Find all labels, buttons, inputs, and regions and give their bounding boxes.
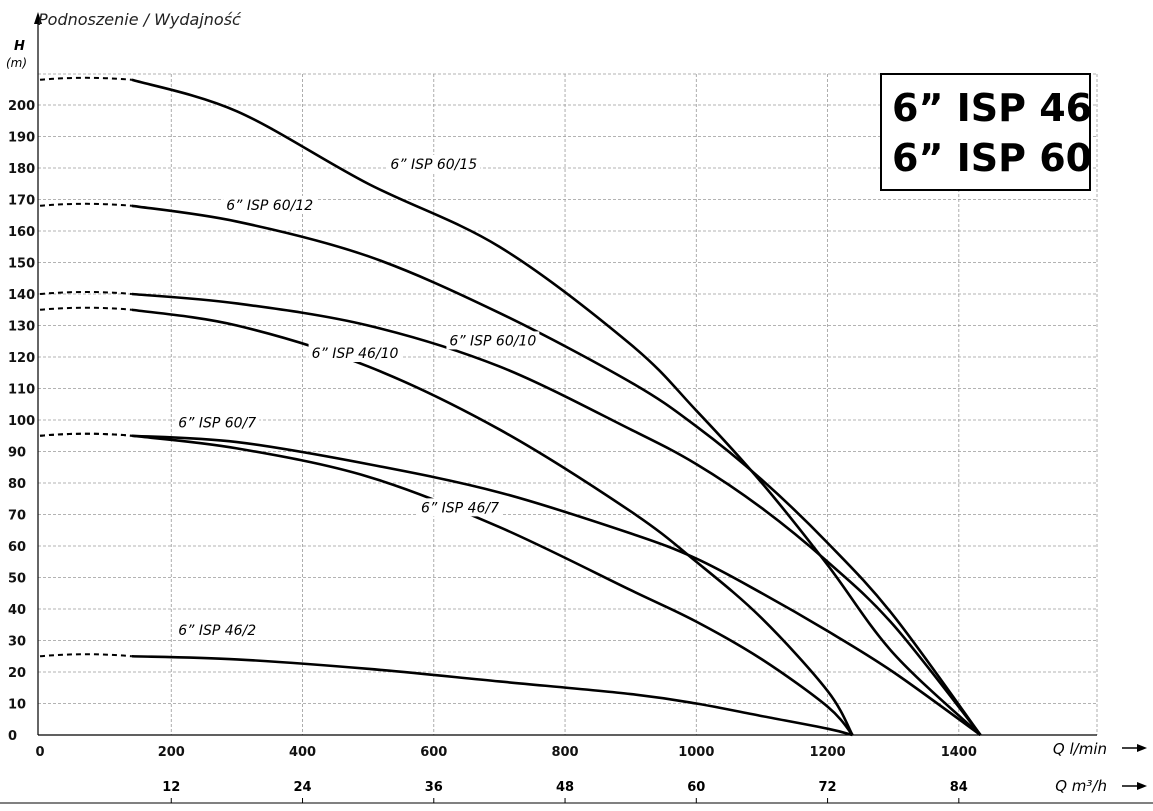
curve-dashed-segment	[39, 202, 132, 207]
curve-dashed-segment	[39, 306, 132, 311]
axes: 0102030405060708090100110120130140150160…	[0, 12, 1153, 804]
y-tick-label: 60	[8, 540, 26, 555]
y-axis-unit: (m)	[6, 56, 27, 70]
secondary-tick-label: 84	[950, 780, 968, 795]
chart-title: Podnoszenie / Wydajność	[38, 10, 241, 29]
y-tick-label: 170	[8, 194, 35, 209]
curve-line	[131, 434, 982, 737]
x-axis-label: Q l/min	[1053, 740, 1107, 758]
curve-label: 6” ISP 46/7	[421, 500, 499, 516]
curve-dashed-segment	[39, 291, 132, 295]
curve-dashed-segment	[39, 76, 132, 81]
curve-label: 6” ISP 46/10	[312, 346, 399, 362]
y-tick-label: 150	[8, 257, 35, 272]
secondary-tick-label: 36	[425, 780, 443, 795]
secondary-tick-label: 48	[556, 780, 574, 795]
y-tick-label: 100	[8, 414, 35, 429]
secondary-arrow-icon	[1137, 782, 1147, 790]
curve-label-bg	[446, 331, 540, 350]
y-tick-label: 110	[8, 383, 35, 398]
y-tick-label: 30	[8, 635, 26, 650]
secondary-tick-label: 24	[293, 780, 311, 795]
x-axis-arrow-icon	[1137, 744, 1147, 752]
y-tick-label: 40	[8, 603, 26, 618]
y-tick-label: 0	[8, 729, 17, 744]
y-axis-symbol: H	[14, 39, 25, 54]
model-badge-line-2: 6” ISP 60	[892, 136, 1093, 180]
y-tick-label: 50	[8, 572, 26, 587]
y-tick-label: 10	[8, 698, 26, 713]
y-axis-arrow-icon	[34, 12, 42, 24]
y-tick-label: 130	[8, 320, 35, 335]
curve-line	[131, 292, 982, 736]
curve-label: 6” ISP 60/7	[178, 415, 256, 431]
secondary-axis-label: Q m³/h	[1055, 777, 1107, 795]
y-tick-label: 80	[8, 477, 26, 492]
curve-label-bg	[387, 155, 481, 173]
curve-label-bg	[175, 413, 260, 432]
secondary-tick-label: 60	[687, 780, 705, 795]
curve-dashed-segment	[39, 653, 132, 658]
curve-labels: 6” ISP 60/15 6” ISP 60/12 6” ISP 60/10 6” I…	[175, 155, 540, 640]
x-tick-label: 1200	[809, 745, 845, 760]
curve-label: 6” ISP 60/10	[449, 333, 536, 349]
curve-line	[131, 654, 853, 737]
y-tick-label: 70	[8, 509, 26, 524]
y-tick-label: 140	[8, 288, 35, 303]
curve-label: 6” ISP 60/15	[390, 157, 477, 173]
curve-label-bg	[418, 498, 503, 517]
model-badge: 6” ISP 46 6” ISP 60	[880, 73, 1093, 191]
curve-line	[131, 78, 982, 736]
model-badge-line-1: 6” ISP 46	[892, 86, 1093, 130]
curve-label: 6” ISP 60/12	[226, 198, 313, 214]
x-tick-label: 1400	[941, 745, 977, 760]
curve-line	[131, 308, 854, 736]
y-tick-label: 160	[8, 225, 35, 240]
x-tick-label: 1000	[678, 745, 714, 760]
x-tick-label: 800	[551, 745, 578, 760]
secondary-tick-label: 12	[162, 780, 180, 795]
y-tick-label: 90	[8, 446, 26, 461]
secondary-tick-label: 72	[819, 780, 837, 795]
x-tick-label: 0	[35, 745, 44, 760]
curve-label-bg	[308, 344, 402, 362]
x-tick-label: 400	[289, 745, 316, 760]
x-tick-label: 600	[420, 745, 447, 760]
y-tick-label: 20	[8, 666, 26, 681]
pump-curves	[39, 76, 982, 737]
y-tick-label: 190	[8, 131, 35, 146]
y-tick-label: 200	[8, 99, 35, 114]
y-tick-label: 180	[8, 162, 35, 177]
x-tick-label: 200	[158, 745, 185, 760]
curve-label: 6” ISP 46/2	[178, 623, 256, 639]
curve-label-bg	[223, 195, 317, 214]
curve-label-bg	[175, 621, 260, 640]
y-tick-label: 120	[8, 351, 35, 366]
curve-line	[131, 434, 854, 736]
curve-dashed-segment	[39, 432, 132, 437]
curve-line	[131, 204, 982, 736]
